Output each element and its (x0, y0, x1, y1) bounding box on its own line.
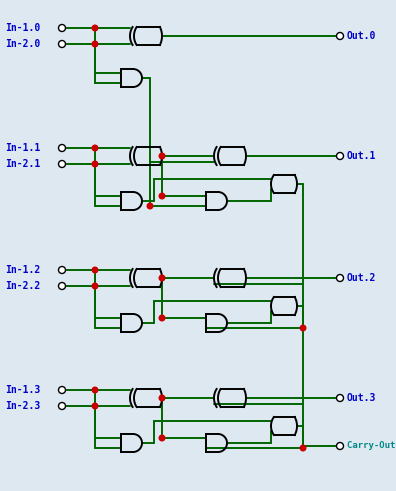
Circle shape (337, 274, 343, 281)
Text: Out.0: Out.0 (347, 31, 376, 41)
Text: In-2.1: In-2.1 (5, 159, 40, 169)
Circle shape (59, 25, 65, 31)
Circle shape (92, 41, 98, 47)
Text: In-2.0: In-2.0 (5, 39, 40, 49)
Circle shape (337, 153, 343, 160)
Circle shape (300, 325, 306, 331)
Text: In-1.3: In-1.3 (5, 385, 40, 395)
Text: In-1.0: In-1.0 (5, 23, 40, 33)
Circle shape (159, 153, 165, 159)
Text: In-2.2: In-2.2 (5, 281, 40, 291)
Circle shape (159, 435, 165, 441)
Circle shape (59, 386, 65, 393)
Circle shape (159, 275, 165, 281)
Circle shape (59, 40, 65, 48)
Circle shape (92, 403, 98, 409)
Text: In-2.3: In-2.3 (5, 401, 40, 411)
Text: In-1.1: In-1.1 (5, 143, 40, 153)
Circle shape (92, 387, 98, 393)
Text: In-1.2: In-1.2 (5, 265, 40, 275)
Text: Carry-Out (Overflow): Carry-Out (Overflow) (347, 441, 396, 451)
Circle shape (92, 145, 98, 151)
Circle shape (159, 395, 165, 401)
Circle shape (147, 203, 153, 209)
Circle shape (159, 193, 165, 199)
Circle shape (59, 282, 65, 290)
Text: Out.3: Out.3 (347, 393, 376, 403)
Circle shape (159, 315, 165, 321)
Circle shape (337, 394, 343, 402)
Text: Out.2: Out.2 (347, 273, 376, 283)
Circle shape (92, 267, 98, 273)
Circle shape (59, 403, 65, 409)
Circle shape (92, 161, 98, 167)
Text: Out.1: Out.1 (347, 151, 376, 161)
Circle shape (92, 283, 98, 289)
Circle shape (59, 267, 65, 273)
Circle shape (92, 25, 98, 31)
Circle shape (337, 32, 343, 39)
Circle shape (300, 445, 306, 451)
Circle shape (337, 442, 343, 449)
Circle shape (59, 144, 65, 152)
Circle shape (59, 161, 65, 167)
